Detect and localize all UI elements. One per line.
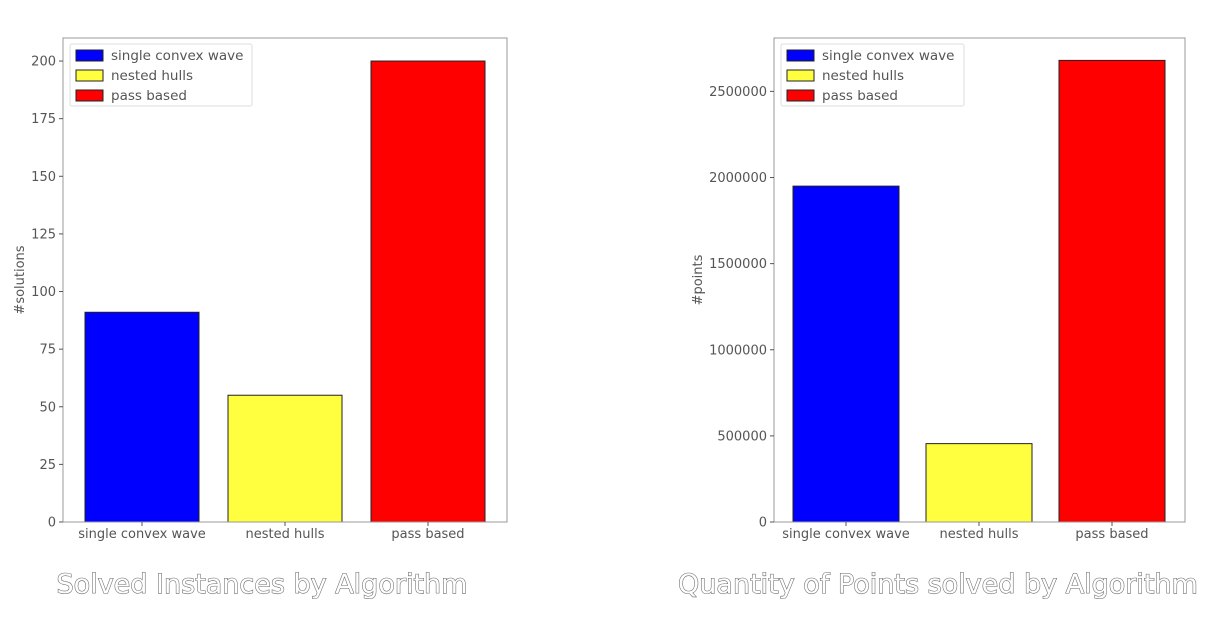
y-tick-label: 0 xyxy=(48,516,56,531)
chart-quantity-points: 0 500000 1000000 1500000 2000000 2500000 singl… xyxy=(678,37,1198,601)
y-tick-label: 200 xyxy=(31,55,56,70)
y-tick-label: 175 xyxy=(31,112,56,127)
legend-swatch xyxy=(786,69,815,82)
legend-box xyxy=(780,43,965,107)
x-tick-label: single convex wave xyxy=(782,527,910,542)
legend-label: pass based xyxy=(111,88,187,104)
legend-swatch xyxy=(75,69,104,82)
y-tick-label: 100 xyxy=(31,285,56,300)
bar-single-convex-wave xyxy=(792,185,900,523)
x-tick-label: pass based xyxy=(1075,527,1148,542)
legend-swatch xyxy=(786,49,815,62)
legend-swatch xyxy=(75,89,104,102)
y-tick-label: 50 xyxy=(39,400,56,415)
chart-title: Quantity of Points solved by Algorithm xyxy=(678,569,1198,600)
legend-swatch xyxy=(786,89,815,102)
y-tick-label: 75 xyxy=(39,343,56,358)
legend-label: pass based xyxy=(822,88,898,104)
x-tick-label: single convex wave xyxy=(78,527,206,542)
legend-label: single convex wave xyxy=(822,48,954,64)
bar-nested-hulls xyxy=(925,443,1033,523)
bar-nested-hulls xyxy=(227,394,343,523)
bar-pass-based xyxy=(1058,59,1166,523)
bar-pass-based xyxy=(370,60,486,523)
y-tick-label: 0 xyxy=(759,516,767,531)
legend-swatch xyxy=(75,49,104,62)
y-tick-label: 2000000 xyxy=(709,171,767,186)
y-tick-label: 125 xyxy=(31,227,56,242)
legend: single convex wave nested hulls pass based xyxy=(780,43,965,107)
legend-label: nested hulls xyxy=(822,68,904,84)
y-tick-label: 150 xyxy=(31,170,56,185)
chart-title: Solved Instances by Algorithm xyxy=(57,569,468,600)
x-tick-label: nested hulls xyxy=(246,527,325,542)
y-axis-label: #solutions xyxy=(13,245,28,314)
legend-label: single convex wave xyxy=(111,48,243,64)
y-tick-label: 500000 xyxy=(717,429,767,444)
bar-single-convex-wave xyxy=(84,311,200,523)
y-tick-label: 1500000 xyxy=(709,257,767,272)
legend: single convex wave nested hulls pass based xyxy=(69,43,253,107)
y-axis-label: #points xyxy=(691,254,706,305)
x-tick-label: nested hulls xyxy=(940,527,1019,542)
legend-label: nested hulls xyxy=(111,68,193,84)
y-tick-label: 1000000 xyxy=(709,343,767,358)
y-tick-label: 25 xyxy=(39,458,56,473)
chart-solved-instances: 0 25 50 75 100 125 150 175 200 single convex wave… xyxy=(13,37,508,601)
x-tick-label: pass based xyxy=(391,527,464,542)
y-tick-label: 2500000 xyxy=(709,85,767,100)
legend-box xyxy=(69,43,253,107)
